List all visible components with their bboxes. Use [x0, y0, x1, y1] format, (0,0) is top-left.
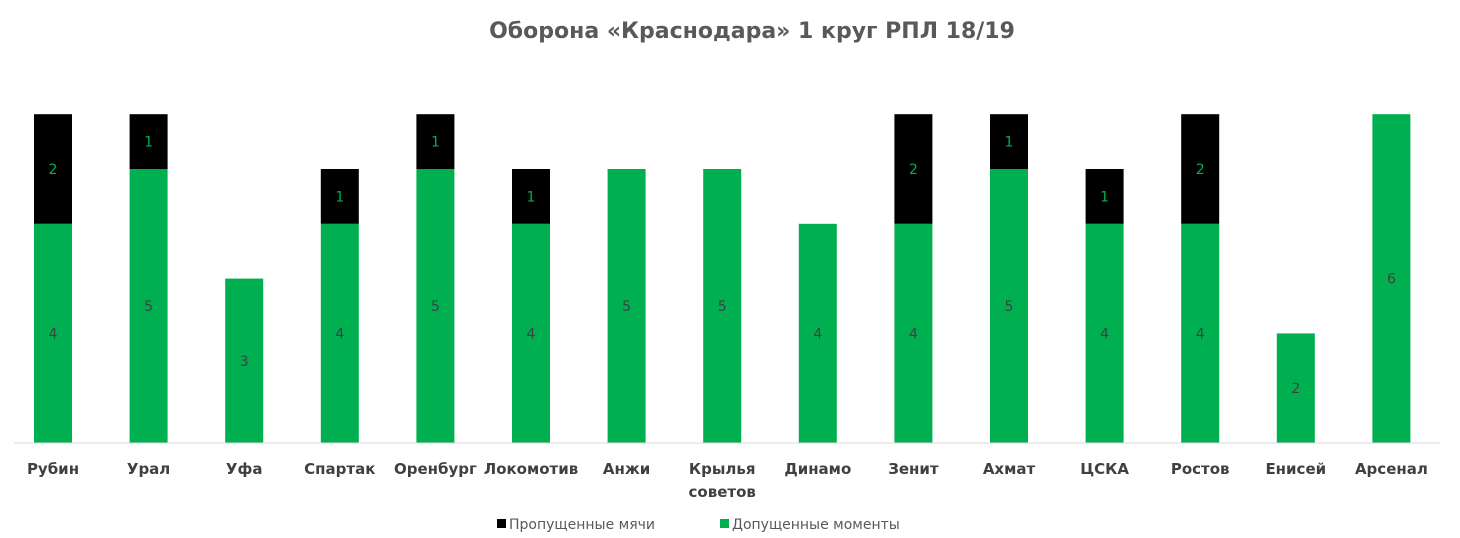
data-label-chances-7: 5 [718, 299, 727, 315]
category-label-0: Рубин [27, 460, 79, 478]
bar-segment-goals-4 [416, 114, 455, 169]
category-label-8: Динамо [784, 460, 851, 478]
legend-swatch-1 [720, 519, 729, 528]
bar-segment-chances-14 [1372, 114, 1411, 443]
chart-title: Оборона «Краснодара» 1 круг РПЛ 18/19 [489, 19, 1015, 44]
bar-segment-goals-1 [129, 114, 168, 169]
bar-segment-chances-5 [512, 223, 550, 443]
bar-segment-goals-10 [990, 114, 1028, 169]
bars-layer: 4 2 5 1 3 4 1 5 1 4 1 5 5 4 4 2 5 1 4 1 4 2 2 6 [34, 114, 1411, 443]
category-label-2: Уфа [226, 460, 263, 478]
legend-swatch-0 [497, 519, 506, 528]
category-label-1: Урал [127, 460, 170, 478]
data-label-chances-8: 4 [813, 326, 822, 342]
data-label-chances-0: 4 [49, 326, 58, 342]
data-label-goals-0: 2 [49, 162, 58, 178]
category-label-6: Анжи [603, 460, 650, 478]
bar-segment-goals-3 [320, 169, 359, 224]
data-label-goals-11: 1 [1100, 189, 1109, 205]
data-label-goals-12: 2 [1196, 162, 1205, 178]
category-label-10: Ахмат [983, 460, 1036, 478]
data-label-chances-3: 4 [335, 326, 344, 342]
data-label-chances-14: 6 [1387, 272, 1396, 288]
data-label-chances-1: 5 [144, 299, 153, 315]
bar-segment-chances-7 [703, 169, 742, 443]
data-label-chances-2: 3 [240, 354, 249, 370]
data-label-chances-9: 4 [909, 326, 918, 342]
category-label-3: Спартак [304, 460, 375, 478]
bar-segment-chances-6 [607, 169, 646, 443]
bar-segment-goals-12 [1181, 114, 1220, 224]
bar-segment-chances-2 [225, 278, 264, 443]
bar-segment-chances-12 [1181, 223, 1220, 443]
legend-label-1: Допущенные моменты [732, 517, 900, 533]
category-label-7: Крылья советов [689, 460, 756, 501]
data-label-chances-11: 4 [1100, 326, 1109, 342]
data-label-chances-4: 5 [431, 299, 440, 315]
legend-item-1: Допущенные моменты [720, 517, 900, 533]
category-label-4: Оренбург [394, 460, 477, 478]
bar-segment-goals-11 [1085, 169, 1124, 224]
category-label-12: Ростов [1171, 460, 1230, 478]
bar-segment-chances-1 [129, 169, 168, 443]
data-label-chances-13: 2 [1291, 381, 1300, 397]
data-label-chances-6: 5 [622, 299, 631, 315]
data-label-goals-10: 1 [1005, 135, 1014, 151]
legend-item-0: Пропущенные мячи [497, 517, 655, 533]
category-label-13: Енисей [1265, 460, 1326, 478]
category-label-14: Арсенал [1355, 460, 1428, 478]
bar-segment-chances-13 [1276, 333, 1315, 443]
category-label-5: Локомотив [484, 460, 579, 478]
bar-segment-chances-10 [990, 169, 1028, 443]
data-label-chances-5: 4 [527, 326, 536, 342]
data-label-goals-9: 2 [909, 162, 918, 178]
bar-segment-chances-0 [34, 223, 72, 443]
data-label-chances-10: 5 [1005, 299, 1014, 315]
bar-segment-chances-3 [320, 223, 359, 443]
legend: Пропущенные мячи Допущенные моменты [497, 517, 900, 533]
category-label-9: Зенит [888, 460, 939, 478]
bar-segment-goals-5 [512, 169, 550, 224]
data-label-goals-3: 1 [335, 189, 344, 205]
bar-segment-chances-11 [1085, 223, 1124, 443]
data-label-goals-1: 1 [144, 135, 153, 151]
data-label-goals-5: 1 [527, 189, 536, 205]
bar-segment-goals-0 [34, 114, 72, 224]
bar-segment-goals-9 [894, 114, 933, 224]
category-labels: Рубин Урал Уфа Спартак Оренбург Локомотив Анжи… [27, 460, 1428, 501]
data-label-goals-4: 1 [431, 135, 440, 151]
bar-segment-chances-8 [798, 223, 837, 443]
legend-label-0: Пропущенные мячи [509, 517, 655, 533]
bar-segment-chances-4 [416, 169, 455, 443]
data-label-chances-12: 4 [1196, 326, 1205, 342]
category-label-11: ЦСКА [1080, 460, 1129, 478]
bar-segment-chances-9 [894, 223, 933, 443]
